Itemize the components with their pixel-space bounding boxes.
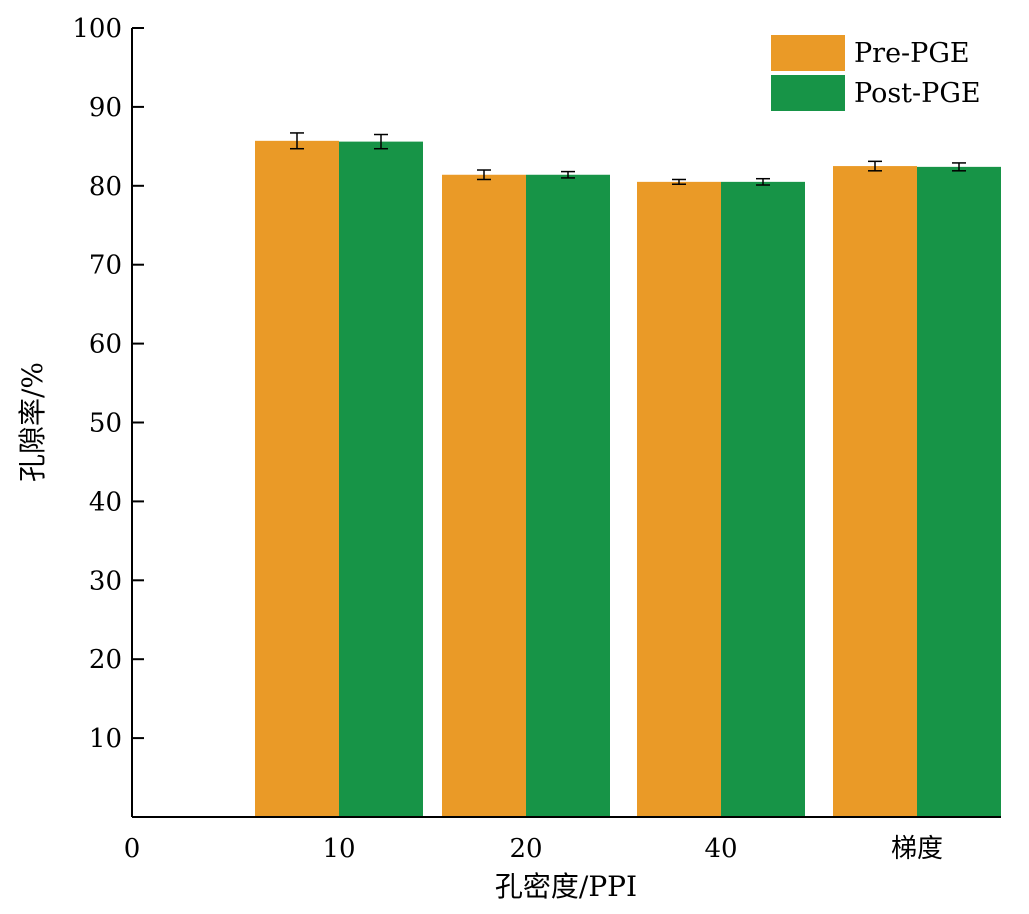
y-tick-label-10: 10 <box>89 724 122 754</box>
y-tick-label-30: 30 <box>89 566 122 596</box>
bars-layer <box>255 140 1001 818</box>
bar-Pre-PGE-20 <box>442 174 526 817</box>
error-bar-Pre-PGE-40 <box>672 178 686 185</box>
y-tick-label-90: 90 <box>89 93 122 123</box>
error-bar-Pre-PGE-20 <box>477 169 491 181</box>
bar-Post-PGE-40 <box>721 181 805 818</box>
y-ticks-layer: 10 20 30 40 50 60 70 80 90 100 <box>72 14 144 754</box>
error-bars-layer <box>290 132 966 186</box>
error-bar-Pre-PGE-10 <box>290 132 304 150</box>
legend-item-Post-PGE: Post-PGE <box>771 75 981 111</box>
legend-label: Pre-PGE <box>854 38 970 69</box>
x-ticks-layer: 0 10 20 40 梯度 <box>124 834 943 864</box>
y-tick-label-60: 60 <box>89 330 122 360</box>
x-axis-title: 孔密度/PPI <box>495 870 637 903</box>
legend-swatch <box>771 35 845 71</box>
error-bar-Post-PGE-10 <box>374 133 388 150</box>
x-tick-label-20: 20 <box>509 834 542 864</box>
error-bar-Post-PGE-梯度 <box>952 162 966 172</box>
legend-label: Post-PGE <box>854 78 981 109</box>
y-tick-label-80: 80 <box>89 172 122 202</box>
bar-Pre-PGE-10 <box>255 140 339 817</box>
bar-Pre-PGE-梯度 <box>833 166 917 817</box>
y-tick-label-20: 20 <box>89 645 122 675</box>
bar-Pre-PGE-40 <box>637 181 721 818</box>
legend-item-Pre-PGE: Pre-PGE <box>771 35 970 71</box>
bar-Post-PGE-梯度 <box>917 166 1001 817</box>
legend-swatch <box>771 75 845 111</box>
y-tick-label-50: 50 <box>89 409 122 439</box>
error-bar-Post-PGE-20 <box>561 170 575 179</box>
legend: Pre-PGE Post-PGE <box>771 35 981 111</box>
y-tick-label-70: 70 <box>89 251 122 281</box>
bar-Post-PGE-20 <box>526 174 610 817</box>
error-bar-Pre-PGE-梯度 <box>868 160 882 172</box>
x-tick-label-梯度: 梯度 <box>891 834 943 864</box>
x-tick-label-10: 10 <box>322 834 355 864</box>
bar-Post-PGE-10 <box>339 141 423 818</box>
y-tick-label-100: 100 <box>72 14 122 44</box>
error-bar-Post-PGE-40 <box>756 177 770 186</box>
x-tick-label-40: 40 <box>704 834 737 864</box>
y-axis-title: 孔隙率/% <box>16 362 49 482</box>
x-origin-tick-label: 0 <box>124 834 141 864</box>
y-tick-label-40: 40 <box>89 487 122 517</box>
